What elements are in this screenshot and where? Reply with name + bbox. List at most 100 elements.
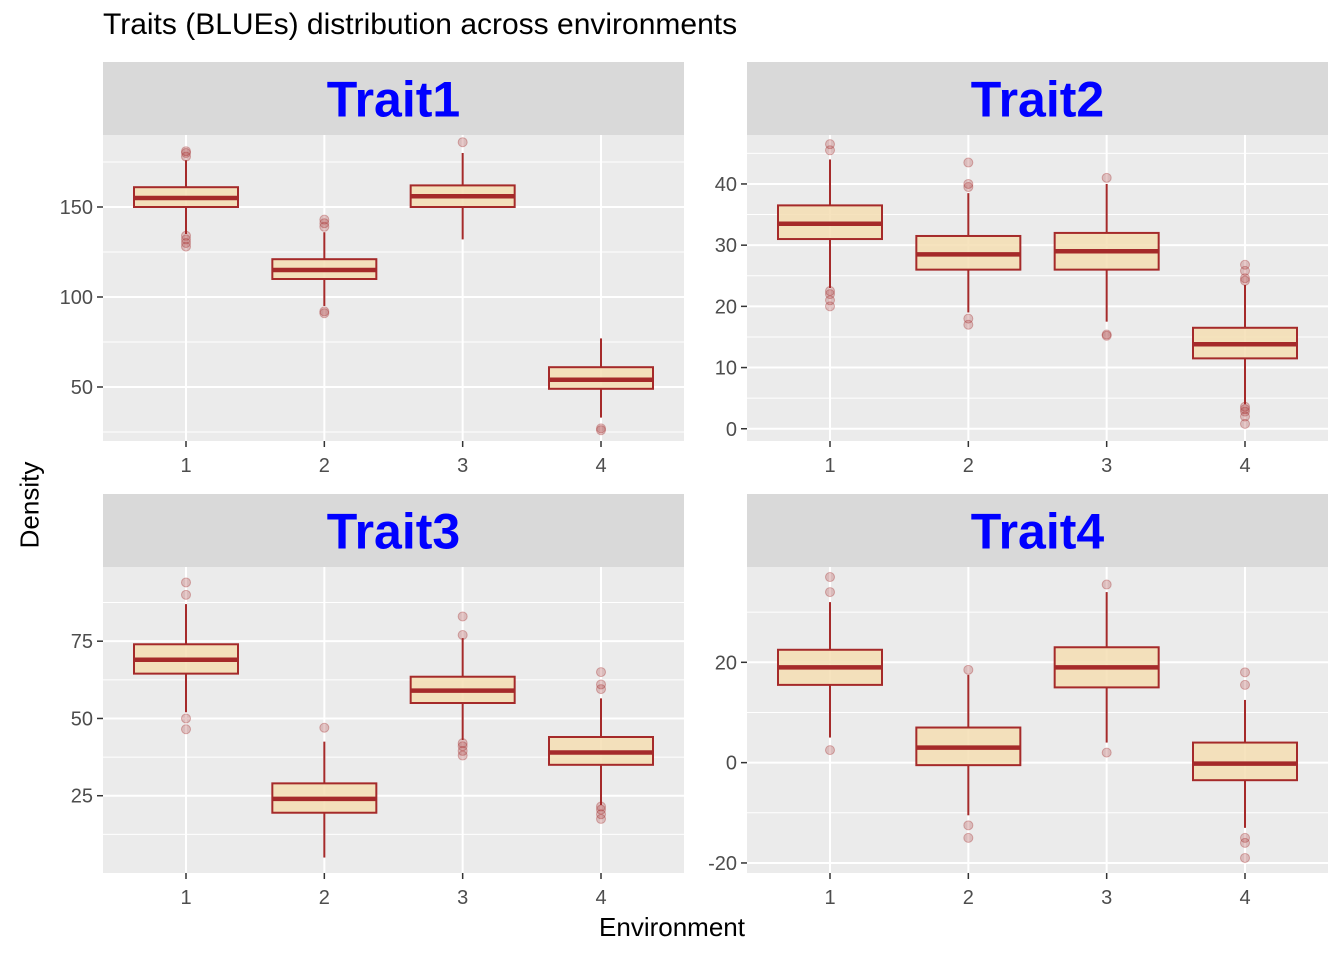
trait1-outlier-point — [457, 137, 468, 148]
trait2-outlier-point — [963, 178, 974, 189]
trait3-outlier-point — [457, 745, 468, 756]
trait1-outlier-point — [181, 146, 191, 157]
trait1-strip-label: Trait1 — [327, 72, 460, 128]
trait1-outlier-point — [319, 221, 330, 232]
trait3-outlier-point — [596, 813, 606, 824]
trait3-outlier-point — [596, 684, 606, 695]
trait4-outlier-point — [963, 832, 974, 843]
trait2-y-tick-label: 30 — [715, 235, 737, 257]
trait2-strip-label: Trait2 — [971, 72, 1104, 128]
trait1-outlier-point — [181, 230, 191, 241]
trait2-outlier-point — [825, 139, 835, 150]
trait1-outlier-point — [319, 306, 330, 317]
trait4-outlier-point — [825, 745, 835, 756]
trait4-outlier-point — [1240, 852, 1250, 863]
trait3-x-tick-label: 1 — [180, 887, 191, 909]
trait3-outlier-point — [596, 801, 606, 812]
trait4-x-tick-label: 4 — [1239, 887, 1250, 909]
trait2-outlier-point — [825, 289, 835, 300]
trait2-outlier-point — [963, 313, 974, 324]
trait2-outlier-point — [1101, 172, 1112, 183]
trait4-strip — [747, 494, 1328, 567]
trait4-outlier-point — [1101, 579, 1112, 590]
trait2-outlier-point — [1240, 265, 1250, 276]
trait1-x-tick-label: 1 — [180, 455, 191, 477]
trait2-outlier-point — [825, 295, 835, 306]
trait3-strip-label: Trait3 — [327, 504, 460, 560]
trait4-x-tick-label: 1 — [824, 887, 835, 909]
trait3-outlier-point — [457, 630, 468, 640]
trait1-outlier-point — [596, 425, 606, 436]
trait2-outlier-point — [1240, 404, 1250, 415]
trait1-outlier-point — [181, 234, 191, 245]
trait2-outlier-point — [1240, 418, 1250, 429]
trait2-outlier-point — [1240, 275, 1250, 286]
trait1-outlier-point — [181, 151, 191, 162]
trait2-outlier-point — [1240, 259, 1250, 270]
trait2-panel-background — [747, 135, 1328, 441]
trait3-panel-background — [103, 567, 684, 873]
trait2-outlier-point — [963, 182, 974, 193]
trait4-x-tick-label: 2 — [963, 887, 974, 909]
trait3-outlier-point — [181, 589, 191, 600]
trait3-x-tick-label: 2 — [319, 887, 330, 909]
trait3-y-tick-label: 25 — [71, 786, 93, 808]
trait2-outlier-point — [825, 145, 835, 156]
trait3-outlier-point — [596, 667, 606, 678]
trait2-y-tick-label: 20 — [715, 296, 737, 318]
trait4-outlier-point — [963, 820, 974, 831]
trait1-outlier-point — [319, 214, 330, 225]
trait1-x-tick-label: 3 — [457, 455, 468, 477]
trait4-outlier-point — [825, 587, 835, 598]
trait4-x-tick-label: 3 — [1101, 887, 1112, 909]
trait3-x-tick-label: 3 — [457, 887, 468, 909]
trait1-outlier-point — [181, 238, 191, 248]
trait4-strip-label: Trait4 — [971, 504, 1105, 560]
trait2-y-tick-label: 0 — [726, 419, 737, 441]
trait1-outlier-point — [596, 423, 606, 434]
chart-title: Traits (BLUEs) distribution across envir… — [103, 8, 738, 41]
trait1-strip — [103, 62, 684, 135]
trait3-outlier-point — [319, 722, 330, 733]
trait4-box — [1192, 741, 1298, 782]
trait3-outlier-point — [457, 738, 468, 749]
trait4-outlier-point — [1240, 837, 1250, 848]
trait2-y-tick-label: 10 — [715, 358, 737, 380]
trait2-outlier-point — [1240, 406, 1250, 417]
trait1-outlier-point — [319, 308, 330, 319]
x-axis-label: Environment — [599, 912, 745, 942]
trait1-x-tick-label: 2 — [319, 455, 330, 477]
trait1-panel-background — [103, 135, 684, 441]
trait2-y-tick-label: 40 — [715, 174, 737, 196]
trait2-outlier-point — [825, 286, 835, 297]
trait2-outlier-point — [1240, 411, 1250, 422]
trait4-outlier-point — [1240, 667, 1250, 678]
trait3-strip — [103, 494, 684, 567]
trait1-x-tick-label: 4 — [595, 455, 606, 477]
trait1-y-tick-label: 150 — [60, 197, 93, 219]
trait2-x-tick-label: 1 — [824, 455, 835, 477]
trait3-x-tick-label: 4 — [595, 887, 606, 909]
trait4-outlier-point — [1240, 832, 1250, 843]
trait2-outlier-point — [825, 301, 835, 312]
trait4-outlier-point — [1101, 747, 1112, 758]
trait3-y-tick-label: 75 — [71, 631, 93, 653]
trait4-outlier-point — [963, 664, 974, 675]
trait2-outlier-point — [1240, 273, 1250, 284]
y-axis-label: Density — [14, 461, 45, 549]
trait3-outlier-point — [181, 713, 191, 724]
trait2-x-tick-label: 4 — [1239, 455, 1250, 477]
trait4-outlier-point — [825, 572, 835, 583]
trait3-y-tick-label: 50 — [71, 708, 93, 730]
trait3-outlier-point — [457, 750, 468, 761]
trait1-y-tick-label: 100 — [60, 287, 93, 309]
trait2-x-tick-label: 3 — [1101, 455, 1112, 477]
trait1-y-tick-label: 50 — [71, 377, 93, 399]
trait4-y-tick-label: 0 — [726, 753, 737, 775]
trait2-outlier-point — [1101, 330, 1112, 341]
trait1-outlier-point — [319, 218, 330, 229]
trait3-outlier-point — [457, 741, 468, 752]
trait3-outlier-point — [181, 724, 191, 735]
trait4-outlier-point — [1240, 679, 1250, 690]
